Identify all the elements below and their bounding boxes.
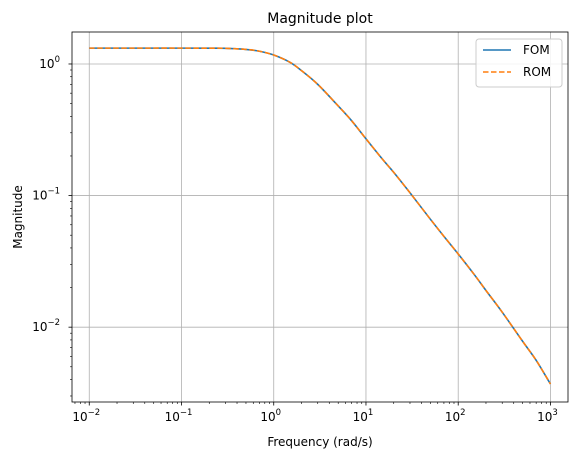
x-tick-label-5: 103 [537, 408, 558, 424]
grid [72, 32, 568, 402]
legend-box [475, 38, 563, 88]
series-lines [89, 47, 552, 385]
chart-title: Magnitude plot [267, 11, 373, 27]
series-line-rom [89, 47, 552, 385]
legend: FOM ROM [475, 38, 563, 88]
y-tick-label-1: 10−1 [32, 187, 60, 203]
x-tick-label-0: 10−2 [72, 408, 100, 424]
x-axis-label: Frequency (rad/s) [267, 435, 372, 449]
plot-frame [71, 31, 569, 403]
y-tick-label-2: 100 [39, 55, 60, 71]
x-tick-label-1: 10−1 [165, 408, 193, 424]
y-tick-label-0: 10−2 [32, 318, 60, 334]
y-axis-label: Magnitude [11, 185, 25, 249]
x-tick-label-2: 100 [260, 408, 281, 424]
legend-rom-label: ROM [523, 65, 551, 79]
x-tick-label-4: 102 [445, 408, 466, 424]
legend-fom-label: FOM [523, 43, 550, 57]
axis-ticks: 10−2 10−1 100 101 102 103 10−2 10−1 100 [32, 55, 558, 424]
x-tick-label-3: 101 [353, 408, 374, 424]
